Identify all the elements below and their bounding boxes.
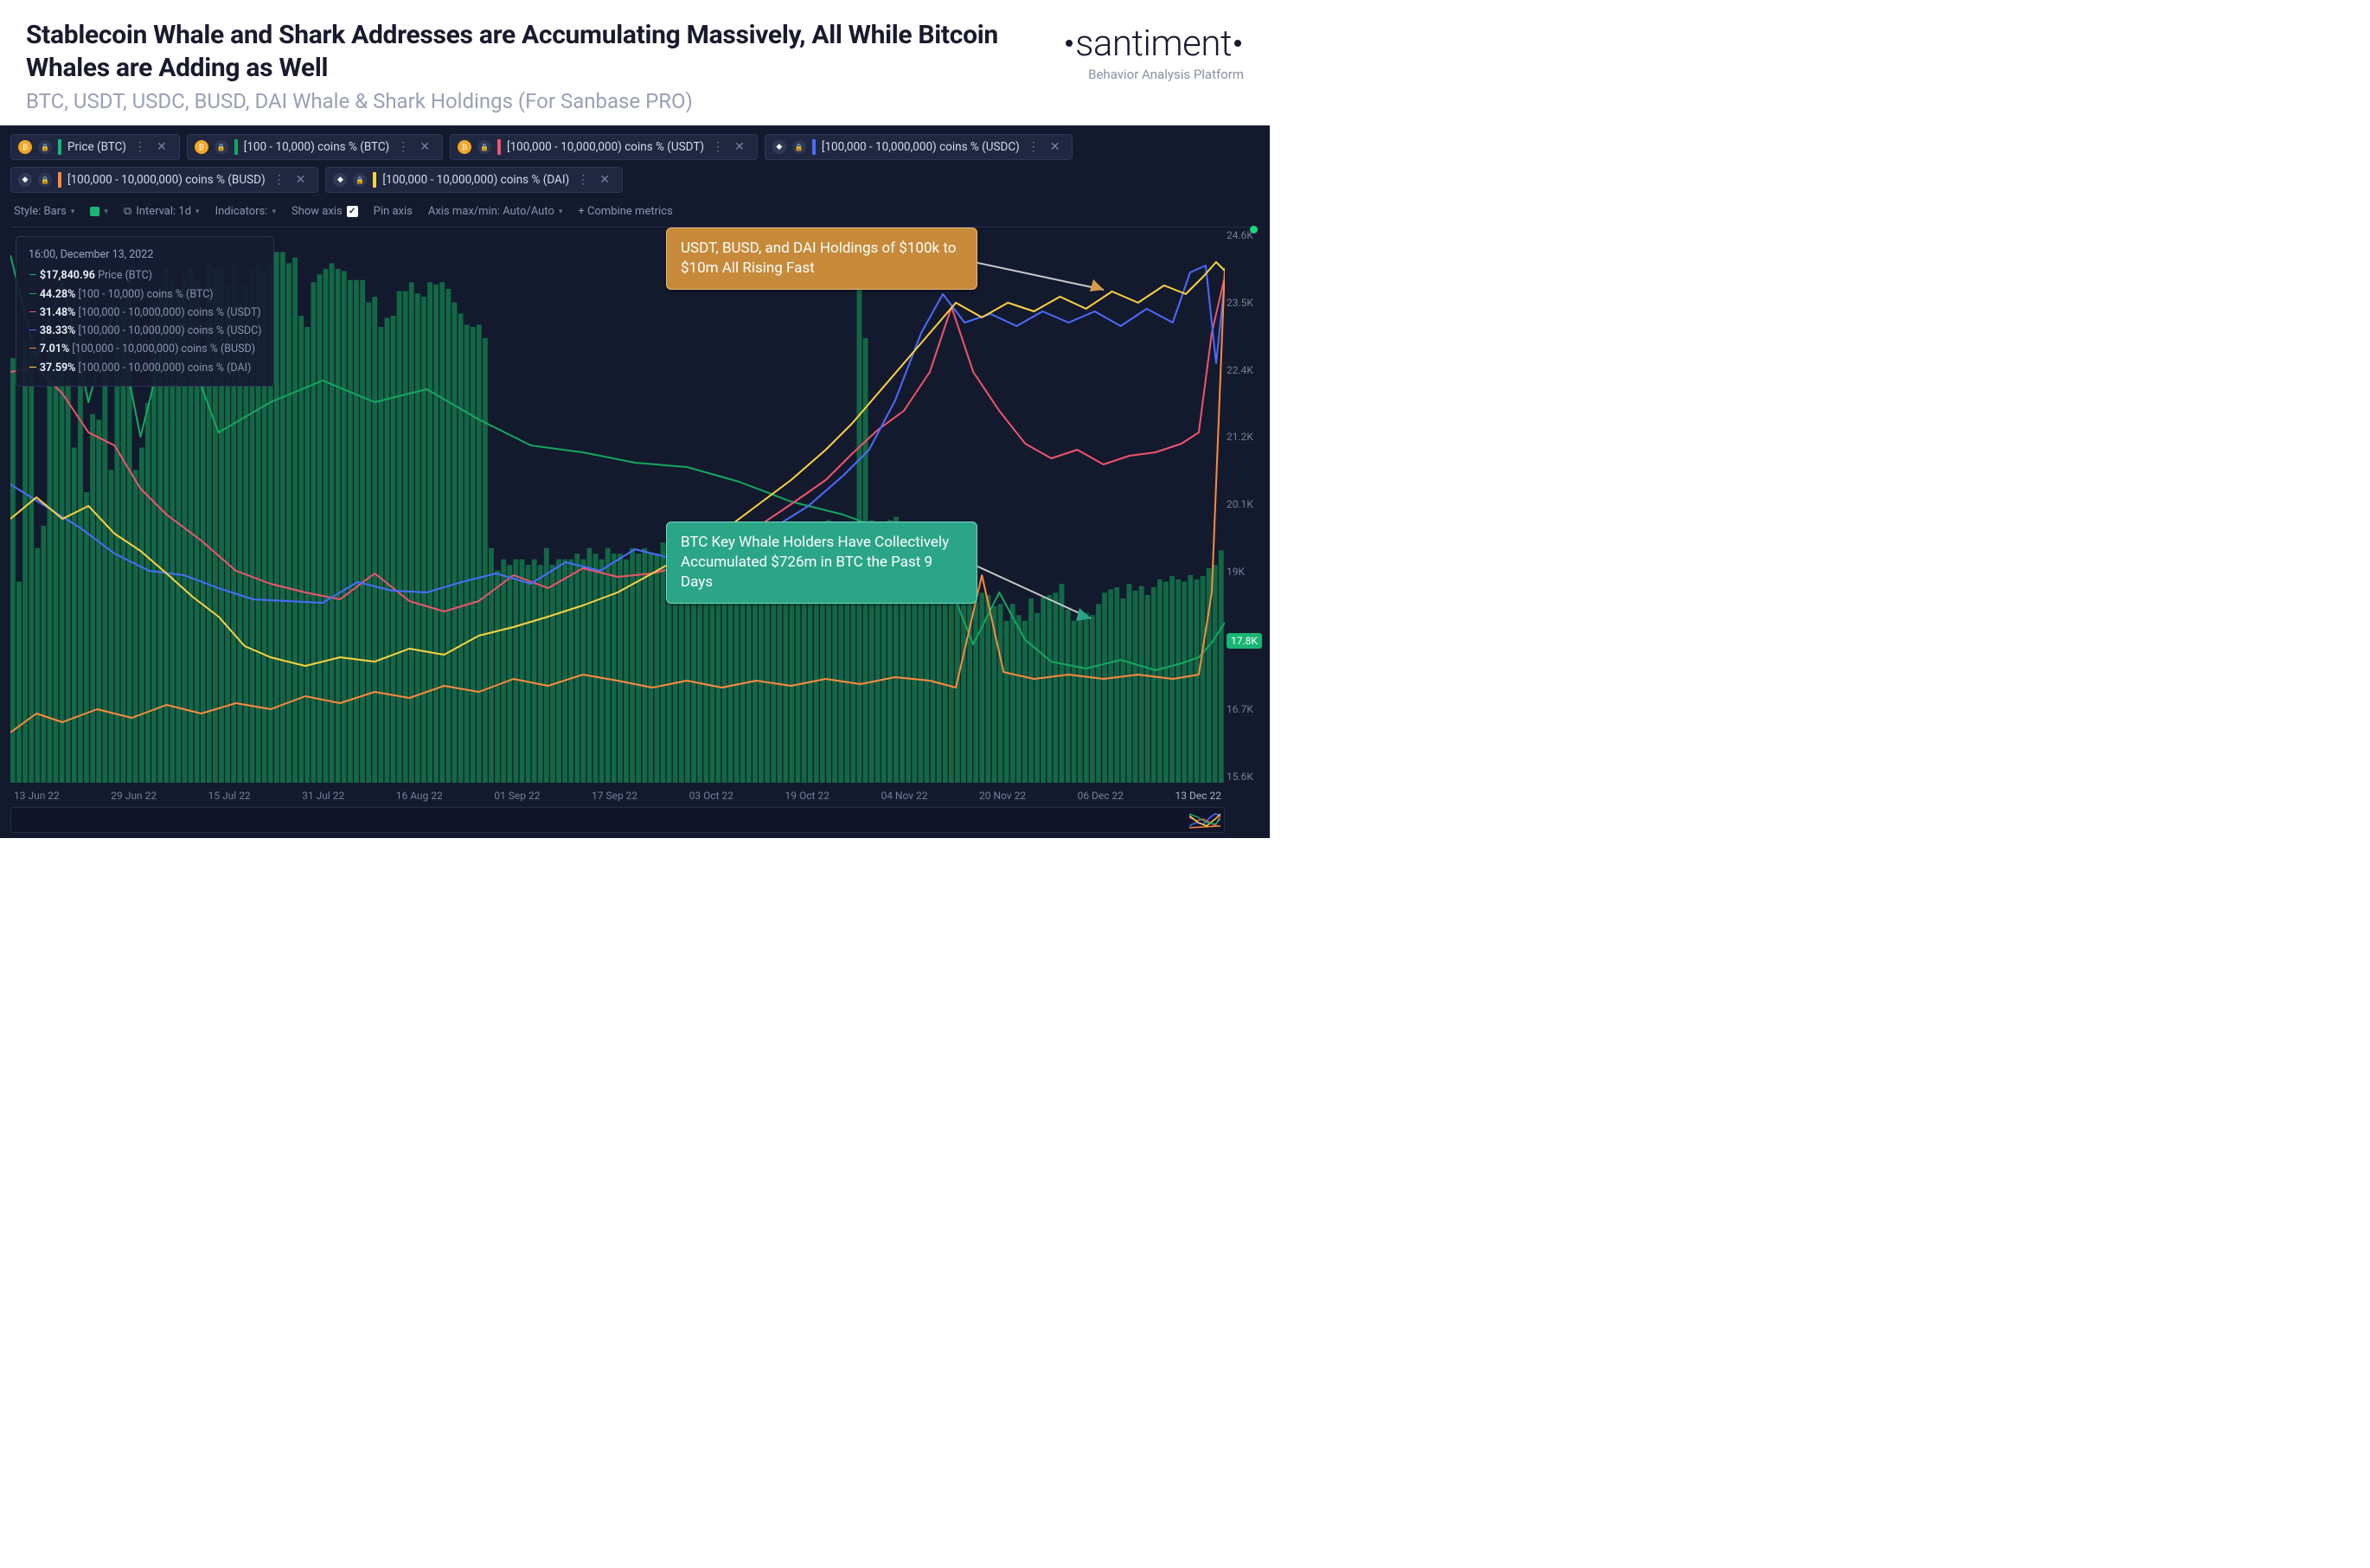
x-axis-tick: 31 Jul 22 <box>302 790 344 802</box>
tooltip-row: — 44.28% [100 - 10,000) coins % (BTC) <box>29 285 261 304</box>
axis-minmax-selector[interactable]: Axis max/min: Auto/Auto ▾ <box>428 205 563 218</box>
metric-pill-label: [100 - 10,000) coins % (BTC) <box>244 140 390 154</box>
pill-close-icon[interactable]: ✕ <box>1047 140 1064 154</box>
y-axis-tick: 15.6K <box>1227 771 1265 783</box>
metric-pill[interactable]: ₿ 🔒 Price (BTC) ⋮ ✕ <box>10 134 180 160</box>
coin-icon: ₿ <box>458 140 471 154</box>
metric-pill[interactable]: ₿ 🔒 [100,000 - 10,000,000) coins % (USDT) ⋮… <box>450 134 758 160</box>
x-axis-tick: 17 Sep 22 <box>592 790 637 802</box>
metric-color-bar <box>234 139 238 155</box>
show-axis-toggle[interactable]: Show axis ✓ <box>291 205 358 218</box>
metric-pill[interactable]: ◆ 🔒 [100,000 - 10,000,000) coins % (DAI) ⋮ ✕ <box>325 167 623 193</box>
y-axis: 24.6K 23.5K 22.4K 21.2K 20.1K 19K 17.8K 16.7K 15… <box>1227 229 1265 783</box>
metric-pill-label: [100,000 - 10,000,000) coins % (USDT) <box>507 140 704 154</box>
tooltip-time: 16:00, December 13, 2022 <box>29 246 261 264</box>
tooltip-row: — 38.33% [100,000 - 10,000,000) coins % … <box>29 322 261 340</box>
page-subtitle: BTC, USDT, USDC, BUSD, DAI Whale & Shark… <box>26 89 1063 113</box>
style-selector[interactable]: Style: Bars ▾ <box>14 205 74 218</box>
coin-icon: ₿ <box>18 140 32 154</box>
indicators-selector[interactable]: Indicators: ▾ <box>215 205 276 218</box>
tooltip-row: — 37.59% [100,000 - 10,000,000) coins % … <box>29 359 261 377</box>
pill-menu-icon[interactable]: ⋮ <box>395 140 410 154</box>
metric-pill-row: ₿ 🔒 Price (BTC) ⋮ ✕ ₿ 🔒 [100 - 10,000) coins % … <box>10 134 1259 193</box>
lock-icon: 🔒 <box>215 140 228 154</box>
chart-panel: ₿ 🔒 Price (BTC) ⋮ ✕ ₿ 🔒 [100 - 10,000) coins % … <box>0 125 1270 838</box>
style-color[interactable]: ▾ <box>90 207 108 216</box>
chart-toolbar: Style: Bars ▾ ▾ ⧉ Interval: 1d ▾ Indicat… <box>10 200 1259 227</box>
pill-close-icon[interactable]: ✕ <box>292 173 310 187</box>
y-axis-tick: 23.5K <box>1227 297 1265 309</box>
y-axis-current-badge: 17.8K <box>1227 633 1262 649</box>
metric-color-bar <box>58 172 61 188</box>
metric-pill[interactable]: ◆ 🔒 [100,000 - 10,000,000) coins % (USDC) ⋮… <box>765 134 1073 160</box>
coin-icon: ◆ <box>333 173 347 187</box>
pill-close-icon[interactable]: ✕ <box>416 140 433 154</box>
x-axis-tick: 01 Sep 22 <box>494 790 540 802</box>
metric-pill[interactable]: ₿ 🔒 [100 - 10,000) coins % (BTC) ⋮ ✕ <box>187 134 443 160</box>
minimap-preview <box>1189 810 1220 831</box>
x-axis-tick: 13 Jun 22 <box>14 790 60 802</box>
page-title: Stablecoin Whale and Shark Addresses are… <box>26 19 1063 84</box>
arrow-orange-icon <box>974 253 1147 305</box>
brand: santiment Behavior Analysis Platform <box>1063 19 1244 82</box>
pin-axis-toggle[interactable]: Pin axis <box>374 205 413 218</box>
metric-color-bar <box>58 139 61 155</box>
coin-icon: ₿ <box>195 140 208 154</box>
pill-menu-icon[interactable]: ⋮ <box>575 173 590 187</box>
y-axis-tick: 20.1K <box>1227 498 1265 510</box>
lock-icon: 🔒 <box>353 173 367 187</box>
metric-pill-label: Price (BTC) <box>67 140 126 154</box>
interval-selector[interactable]: ⧉ Interval: 1d ▾ <box>124 205 200 218</box>
arrow-green-icon <box>974 556 1147 634</box>
pill-menu-icon[interactable]: ⋮ <box>710 140 725 154</box>
chart-tooltip: 16:00, December 13, 2022 — $17,840.96 Pr… <box>16 236 274 387</box>
lock-icon: 🔒 <box>477 140 491 154</box>
header: Stablecoin Whale and Shark Addresses are… <box>0 0 1270 125</box>
x-axis-tick: 04 Nov 22 <box>881 790 927 802</box>
coin-icon: ◆ <box>18 173 32 187</box>
x-axis-tick: 29 Jun 22 <box>111 790 157 802</box>
x-axis-tick: 03 Oct 22 <box>689 790 733 802</box>
lock-icon: 🔒 <box>792 140 806 154</box>
pill-menu-icon[interactable]: ⋮ <box>272 173 286 187</box>
brand-tagline: Behavior Analysis Platform <box>1063 67 1244 82</box>
minimap-strip[interactable] <box>10 807 1225 833</box>
y-axis-tick: 21.2K <box>1227 431 1265 443</box>
metric-pill-label: [100,000 - 10,000,000) coins % (USDC) <box>822 140 1020 154</box>
y-axis-tick: 24.6K <box>1227 229 1265 241</box>
tooltip-row: — 31.48% [100,000 - 10,000,000) coins % … <box>29 304 261 322</box>
metric-pill-label: [100,000 - 10,000,000) coins % (DAI) <box>382 173 569 187</box>
pill-menu-icon[interactable]: ⋮ <box>1026 140 1041 154</box>
x-axis-tick: 16 Aug 22 <box>396 790 443 802</box>
x-axis-tick: 19 Oct 22 <box>785 790 830 802</box>
combine-metrics-button[interactable]: + Combine metrics <box>578 205 672 218</box>
tooltip-row: — $17,840.96 Price (BTC) <box>29 266 261 285</box>
metric-pill[interactable]: ◆ 🔒 [100,000 - 10,000,000) coins % (BUSD) ⋮… <box>10 167 318 193</box>
y-axis-tick: 16.7K <box>1227 703 1265 715</box>
x-axis-tick: 06 Dec 22 <box>1078 790 1124 802</box>
pill-close-icon[interactable]: ✕ <box>153 140 170 154</box>
metric-color-bar <box>373 172 376 188</box>
pill-close-icon[interactable]: ✕ <box>596 173 613 187</box>
lock-icon: 🔒 <box>38 140 52 154</box>
y-axis-tick: 22.4K <box>1227 364 1265 376</box>
tooltip-row: — 7.01% [100,000 - 10,000,000) coins % (… <box>29 340 261 358</box>
metric-pill-label: [100,000 - 10,000,000) coins % (BUSD) <box>67 173 266 187</box>
x-axis-tick: 20 Nov 22 <box>979 790 1026 802</box>
x-axis: 13 Jun 22 29 Jun 22 15 Jul 22 31 Jul 22 16 A… <box>10 790 1225 802</box>
callout-green: BTC Key Whale Holders Have Collectively … <box>666 522 977 604</box>
coin-icon: ◆ <box>772 140 786 154</box>
callout-orange: USDT, BUSD, and DAI Holdings of $100k to… <box>666 227 977 290</box>
x-axis-tick: 15 Jul 22 <box>208 790 251 802</box>
y-axis-tick: 19K <box>1227 566 1265 578</box>
brand-logo: santiment <box>1063 22 1244 65</box>
pill-menu-icon[interactable]: ⋮ <box>132 140 147 154</box>
metric-color-bar <box>497 139 501 155</box>
lock-icon: 🔒 <box>38 173 52 187</box>
metric-color-bar <box>812 139 816 155</box>
pill-close-icon[interactable]: ✕ <box>731 140 748 154</box>
x-axis-tick: 13 Dec 22 <box>1175 790 1221 802</box>
